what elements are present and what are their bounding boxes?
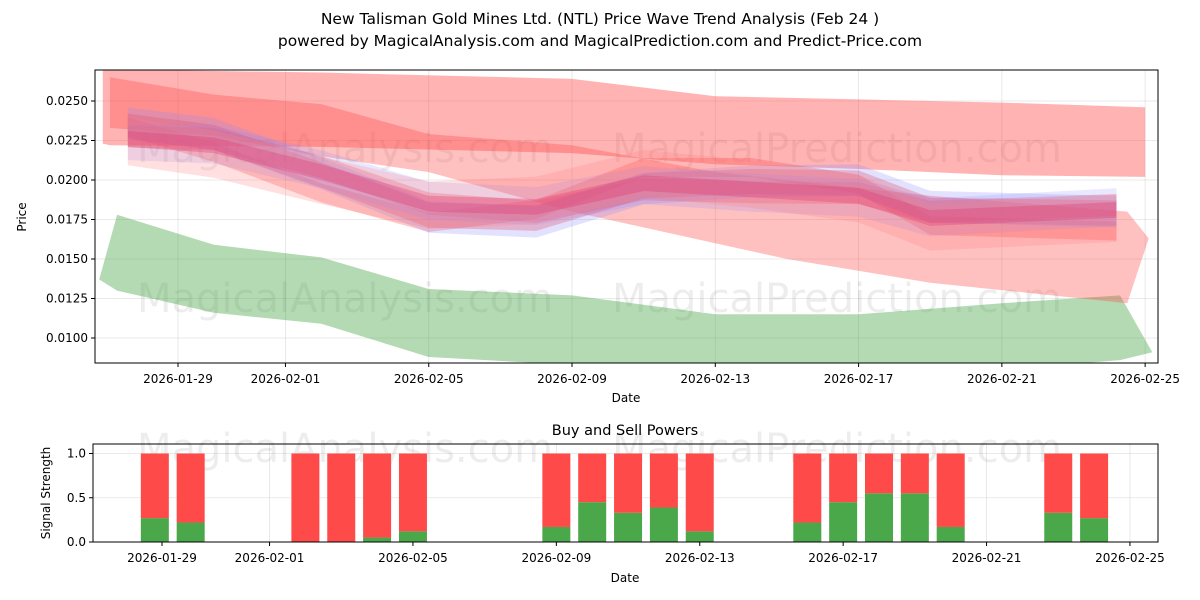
sell-bar <box>363 453 392 538</box>
buy-bar <box>649 507 678 542</box>
x-axis-label: Date <box>611 571 640 585</box>
sell-bar <box>176 453 205 523</box>
sell-bar <box>1044 453 1073 513</box>
x-tick-label: 2026-02-25 <box>1110 372 1180 386</box>
buy-bar <box>578 502 607 542</box>
buy-bar <box>1044 512 1073 542</box>
x-tick-label: 2026-02-05 <box>394 372 464 386</box>
buy-bar <box>542 526 571 542</box>
sell-bar <box>936 453 965 527</box>
x-tick-label: 2026-01-29 <box>143 372 213 386</box>
x-tick-label: 2026-02-13 <box>680 372 750 386</box>
narrow-band <box>127 117 1117 251</box>
x-tick-label: 2026-01-29 <box>127 551 197 565</box>
buy-bar <box>140 518 169 542</box>
x-tick-label: 2026-02-05 <box>378 551 448 565</box>
x-axis-label: Date <box>612 391 641 405</box>
y-tick-label: 0.0175 <box>46 213 88 227</box>
y-tick-label: 0.5 <box>67 491 86 505</box>
watermark: MagicalPrediction.com <box>612 276 1062 322</box>
x-tick-label: 2026-02-01 <box>235 551 305 565</box>
x-tick-label: 2026-02-21 <box>952 551 1022 565</box>
x-tick-label: 2026-02-09 <box>521 551 591 565</box>
chart-title: New Talisman Gold Mines Ltd. (NTL) Price… <box>320 10 880 28</box>
buy-bar <box>398 531 427 542</box>
x-tick-label: 2026-02-25 <box>1095 551 1165 565</box>
sell-bar <box>542 453 571 527</box>
buy-bar <box>614 512 643 542</box>
sell-bar <box>649 453 678 508</box>
y-tick-label: 0.0100 <box>46 331 88 345</box>
watermark: MagicalPrediction.com <box>612 126 1062 172</box>
buy-bar <box>793 522 822 542</box>
sell-bar <box>685 453 714 532</box>
narrow-band <box>127 131 1117 226</box>
y-tick-label: 0.0 <box>67 535 86 549</box>
buy-bar <box>900 493 929 542</box>
y-axis-label: Price <box>15 202 29 231</box>
wide-band-2 <box>109 77 1149 304</box>
sell-bar <box>140 453 169 519</box>
buy-bar <box>363 537 392 542</box>
x-tick-label: 2026-02-09 <box>537 372 607 386</box>
buy-bar <box>936 526 965 542</box>
x-tick-label: 2026-02-01 <box>251 372 321 386</box>
watermark: MagicalAnalysis.com <box>137 276 553 322</box>
x-tick-label: 2026-02-17 <box>824 372 894 386</box>
plot-frame <box>94 69 1159 364</box>
sell-bar <box>865 453 893 494</box>
narrow-band <box>127 125 1117 223</box>
buy-bar <box>176 522 205 542</box>
sell-bar <box>793 453 822 523</box>
buy-bar <box>685 531 714 542</box>
narrow-band <box>127 113 1117 231</box>
y-tick-label: 0.0200 <box>46 173 88 187</box>
sell-bar <box>614 453 643 513</box>
bands-group <box>99 70 1153 363</box>
plot-frame <box>92 443 1159 543</box>
y-tick-label: 1.0 <box>67 447 86 461</box>
x-tick-label: 2026-02-21 <box>967 372 1037 386</box>
buy-bar <box>829 502 858 542</box>
x-tick-label: 2026-02-17 <box>808 551 878 565</box>
sell-bar <box>398 453 427 532</box>
bar-chart-title: Buy and Sell Powers <box>552 423 698 439</box>
buy-bar <box>1080 518 1109 542</box>
sell-bar <box>829 453 858 503</box>
narrow-band <box>127 117 1117 241</box>
chart-subtitle: powered by MagicalAnalysis.com and Magic… <box>277 32 923 50</box>
sell-bar <box>900 453 929 494</box>
narrow-band <box>127 122 1117 237</box>
y-tick-label: 0.0250 <box>46 94 88 108</box>
wide-band-1 <box>102 70 1146 177</box>
watermark: MagicalAnalysis.com <box>137 126 553 172</box>
y-axis-label: Signal Strength <box>39 447 53 540</box>
green-band <box>99 214 1153 363</box>
y-tick-label: 0.0125 <box>46 292 88 306</box>
x-tick-label: 2026-02-13 <box>665 551 735 565</box>
y-tick-label: 0.0150 <box>46 252 88 266</box>
sell-bar <box>291 453 320 542</box>
sell-bar <box>327 453 356 542</box>
sell-bar <box>1080 453 1109 519</box>
buy-bar <box>865 493 893 542</box>
sell-bar <box>578 453 607 503</box>
narrow-band <box>127 107 1117 238</box>
y-tick-label: 0.0225 <box>46 134 88 148</box>
